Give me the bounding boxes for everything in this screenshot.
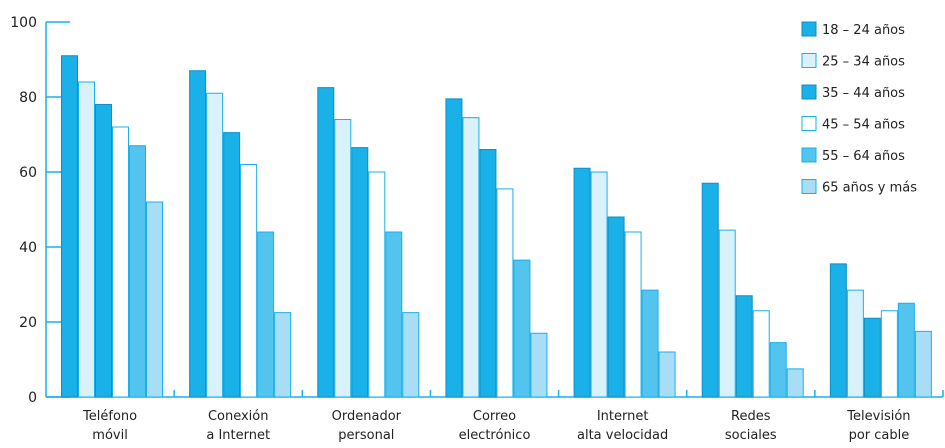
legend-swatch-6 [801,179,817,194]
bar-3-cat-5 [607,216,625,398]
category-label-4-line-2: electrónico [459,428,531,443]
bar-4-cat-2 [240,164,258,398]
legend-label-2: 25 – 34 años [822,55,905,70]
bar-3-cat-6 [735,295,753,398]
y-tick-label: 20 [19,315,37,331]
bar-4-cat-4 [496,188,514,398]
bar-4-cat-6 [752,310,770,398]
bar-2-cat-2 [206,92,224,398]
bar-6-cat-6 [786,368,804,398]
bar-3-cat-4 [479,149,497,398]
y-tick-label: 40 [19,240,37,256]
bar-1-cat-3 [317,87,335,398]
legend-swatch-4 [801,116,817,131]
bar-1-cat-2 [189,70,207,398]
category-label-4-line-1: Correo [473,409,516,424]
bar-2-cat-7 [846,289,864,398]
legend-label-4: 45 – 54 años [822,118,905,133]
bar-5-cat-2 [257,231,275,398]
y-tick-label: 80 [19,90,37,106]
category-label-2-line-1: Conexión [208,409,269,424]
bar-1-cat-4 [445,98,463,398]
legend-label-1: 18 – 24 años [822,23,905,38]
bar-5-cat-4 [513,259,531,398]
bar-2-cat-5 [590,171,608,398]
bar-3-cat-1 [95,104,112,398]
legend-label-5: 55 – 64 años [822,149,905,164]
category-label-6-line-2: sociales [725,428,777,443]
category-label-1-line-2: móvil [92,428,128,443]
bar-3-cat-3 [351,147,369,398]
legend-swatch-3 [801,84,817,100]
bar-6-cat-3 [402,312,420,398]
bar-4-cat-7 [880,310,898,398]
bar-1-cat-1 [61,55,78,398]
bar-2-cat-6 [718,229,736,398]
category-label-2-line-2: a Internet [206,428,270,443]
bar-2-cat-3 [334,119,352,398]
legend-swatch-5 [801,147,817,163]
y-tick-label: 0 [28,390,37,406]
category-label-3-line-2: personal [338,428,394,443]
category-label-7-line-2: por cable [849,428,910,443]
bars [61,55,932,398]
bar-6-cat-4 [530,332,548,398]
bar-1-cat-5 [573,167,591,398]
y-tick-label: 100 [10,15,37,31]
bar-5-cat-7 [897,302,915,398]
bar-1-cat-7 [829,263,847,398]
bar-3-cat-2 [223,132,241,398]
bar-2-cat-1 [78,81,95,398]
bar-4-cat-1 [112,126,129,398]
category-labels: Teléfono móvil Conexión a Internet Ordenador… [82,409,911,443]
category-label-5-line-1: Internet [597,409,649,424]
category-label-6-line-1: Redes [731,409,771,424]
bar-6-cat-7 [914,330,932,398]
bar-6-cat-1 [146,201,163,398]
bar-6-cat-2 [274,312,292,398]
bar-2-cat-4 [462,117,480,398]
legend: 18 – 24 años 25 – 34 años 35 – 44 años 45 –… [801,21,917,196]
category-label-7-line-1: Televisión [846,409,910,424]
category-label-3-line-1: Ordenador [332,409,402,424]
bar-5-cat-5 [641,289,659,398]
bar-5-cat-6 [769,342,787,398]
bar-5-cat-3 [385,231,403,398]
bar-4-cat-3 [368,171,386,398]
legend-swatch-2 [801,53,817,68]
category-label-1-line-1: Teléfono [82,409,137,424]
legend-swatch-1 [801,21,817,37]
bar-3-cat-7 [863,317,881,398]
category-label-5-line-2: alta velocidad [577,428,668,443]
y-tick-label: 60 [19,165,37,181]
legend-label-6: 65 años y más [822,181,917,196]
bar-5-cat-1 [129,145,146,398]
legend-label-3: 35 – 44 años [822,86,905,101]
bar-6-cat-5 [658,351,676,398]
bar-4-cat-5 [624,231,642,398]
bar-1-cat-6 [701,182,719,398]
